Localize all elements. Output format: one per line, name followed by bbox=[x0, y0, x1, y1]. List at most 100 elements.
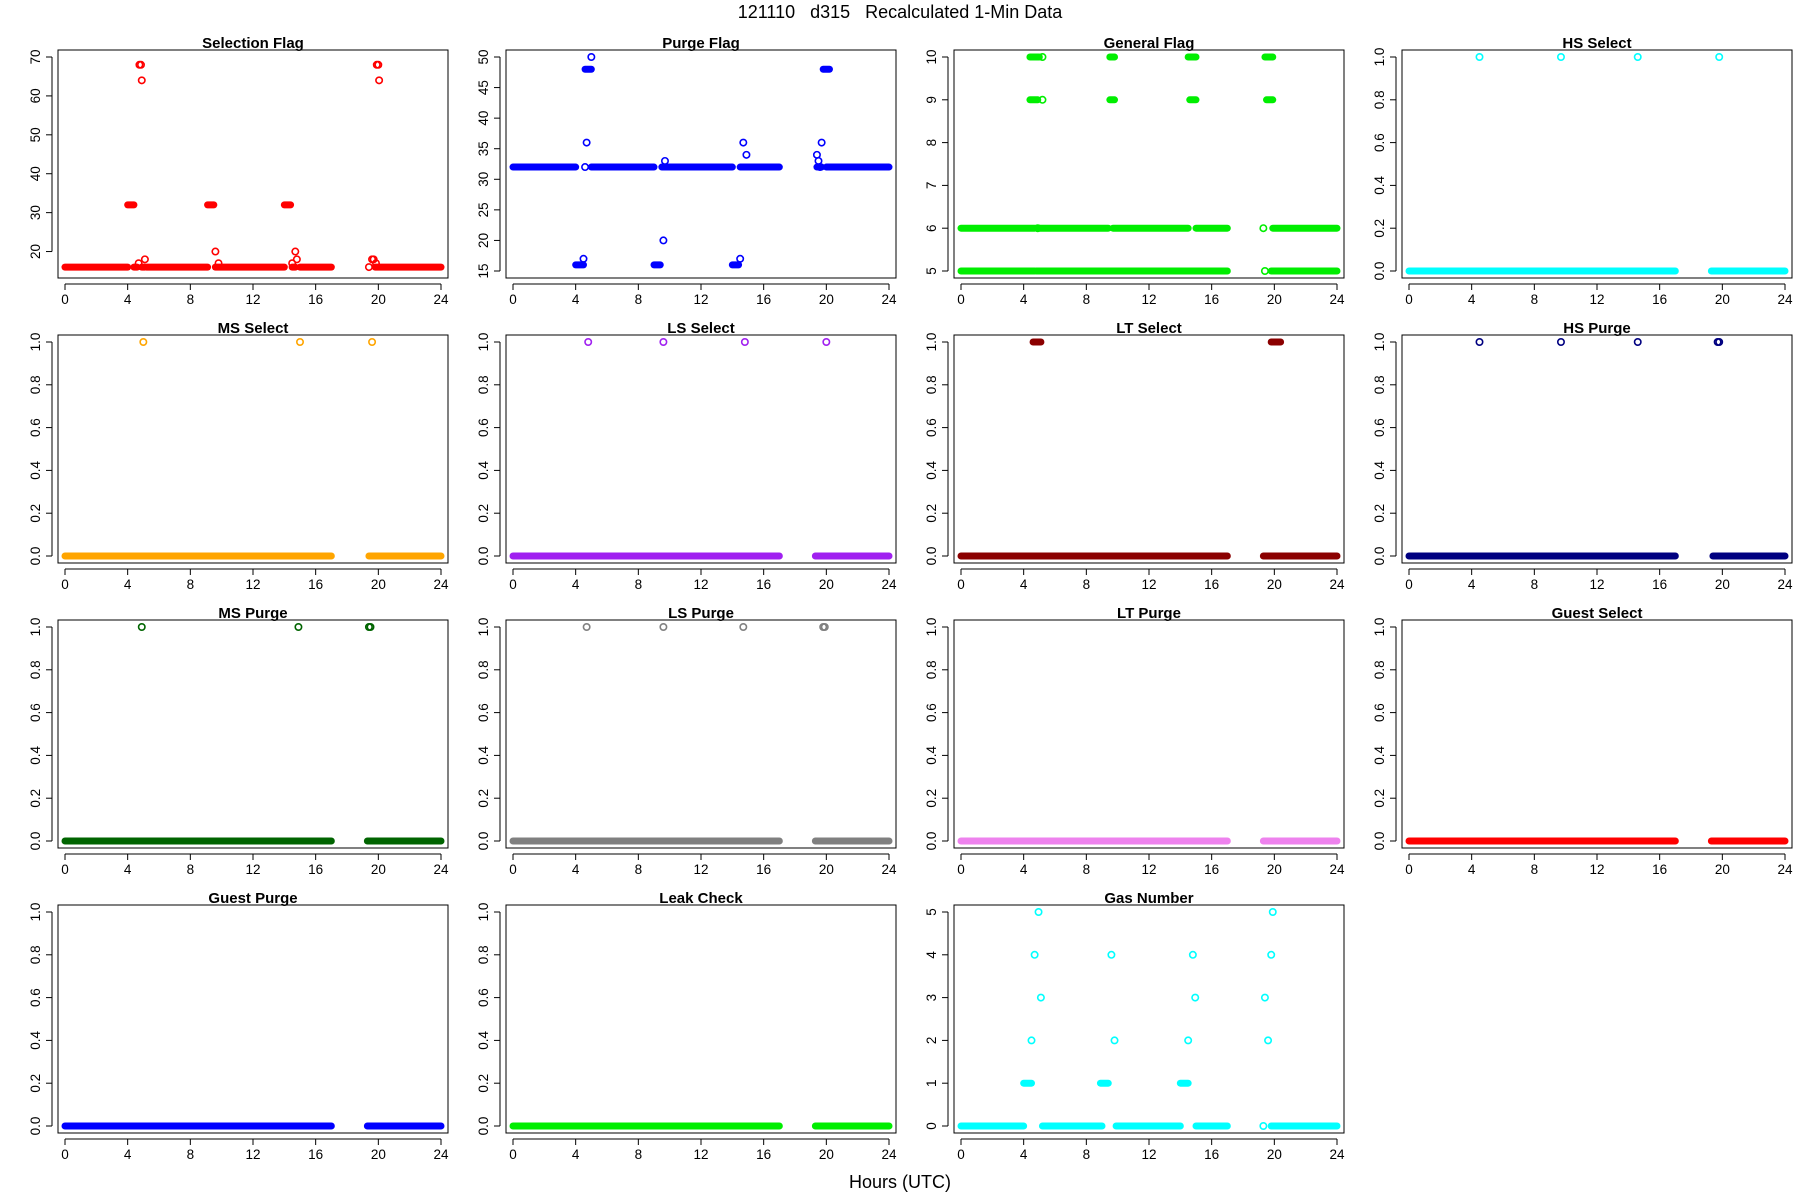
panel-12-title: Guest Purge bbox=[208, 890, 297, 907]
panel-2-y-tick-label-2: 7 bbox=[924, 182, 939, 190]
main-title: 121110 d315 Recalculated 1-Min Data bbox=[737, 2, 1063, 22]
panel-8-x-tick-label-4: 16 bbox=[308, 862, 323, 877]
panel-13-title: Leak Check bbox=[659, 890, 743, 907]
panel-1-x-tick-label-6: 24 bbox=[881, 292, 897, 307]
panel-7: HS Purge 0 4 8 12 16 20 24 0.0 0.2 0.4 0.6 0.8 1.0 bbox=[1372, 320, 1793, 592]
panel-11-x-tick-label-2: 8 bbox=[1531, 862, 1539, 877]
panel-2-point-1 bbox=[1038, 52, 1047, 61]
panel-1-y-tick-label-1: 20 bbox=[476, 233, 491, 248]
panel-0-x-tick-label-5: 20 bbox=[371, 292, 386, 307]
panel-9-point-0 bbox=[582, 622, 591, 631]
panel-10-x-tick-label-2: 8 bbox=[1083, 862, 1091, 877]
panel-0-point-8 bbox=[291, 247, 300, 256]
panel-2-y-tick-label-5: 10 bbox=[924, 49, 939, 64]
panel-7-frame bbox=[1401, 334, 1793, 564]
panel-10-x-tick-label-6: 24 bbox=[1329, 862, 1345, 877]
panel-1-x-tick-label-2: 8 bbox=[635, 292, 643, 307]
panel-5-y-tick-label-4: 0.8 bbox=[476, 375, 491, 394]
panel-1: Purge Flag 0 4 8 12 16 20 24 15 20 25 30 35 40 45 50 bbox=[476, 35, 897, 307]
panel-1-point-11 bbox=[816, 163, 825, 172]
panel-14-point-6 bbox=[1184, 1036, 1193, 1045]
panel-11-y-tick-label-5: 1.0 bbox=[1372, 618, 1387, 637]
panel-8-y-tick-label-1: 0.2 bbox=[28, 789, 43, 808]
panel-4-y-tick-label-3: 0.6 bbox=[28, 418, 43, 437]
panel-10-y-tick-label-0: 0.0 bbox=[924, 832, 939, 851]
panel-14-point-12 bbox=[1267, 950, 1276, 959]
panel-2-frame bbox=[953, 49, 1345, 279]
panel-6-x-tick-label-0: 0 bbox=[957, 577, 965, 592]
panel-7-point-0 bbox=[1475, 337, 1484, 346]
panel-11-y-tick-label-1: 0.2 bbox=[1372, 789, 1387, 808]
panel-4-x-tick-label-3: 12 bbox=[245, 577, 260, 592]
panel-11-x-tick-label-0: 0 bbox=[1405, 862, 1413, 877]
panel-6-x-tick-label-5: 20 bbox=[1267, 577, 1282, 592]
panel-0-x-tick-label-1: 4 bbox=[124, 292, 132, 307]
panel-8: MS Purge 0 4 8 12 16 20 24 0.0 0.2 0.4 0.6 0.8 1.0 bbox=[28, 605, 449, 877]
panel-11-y-tick-label-3: 0.6 bbox=[1372, 703, 1387, 722]
panel-8-x-tick-label-0: 0 bbox=[61, 862, 69, 877]
panel-13-y-tick-label-4: 0.8 bbox=[476, 945, 491, 964]
panel-0-point-2 bbox=[136, 60, 145, 69]
panel-14-point-4 bbox=[1107, 950, 1116, 959]
panel-7-y-tick-label-2: 0.4 bbox=[1372, 461, 1387, 480]
panel-10-y-tick-label-1: 0.2 bbox=[924, 789, 939, 808]
panel-2-y-tick-label-1: 6 bbox=[924, 224, 939, 232]
panel-13-x-tick-label-6: 24 bbox=[881, 1147, 897, 1162]
panel-11-y-tick-label-4: 0.8 bbox=[1372, 660, 1387, 679]
panel-2-x-tick-label-4: 16 bbox=[1204, 292, 1219, 307]
panel-14-point-5 bbox=[1110, 1036, 1119, 1045]
panel-1-point-4 bbox=[659, 236, 668, 245]
panel-3-x-tick-label-2: 8 bbox=[1531, 292, 1539, 307]
panel-3: HS Select 0 4 8 12 16 20 24 0.0 0.2 0.4 0.6 0.8 1.0 bbox=[1372, 35, 1793, 307]
panel-2: General Flag 0 4 8 12 16 20 24 5 6 7 8 9 10 bbox=[924, 35, 1345, 307]
panel-3-y-tick-label-5: 1.0 bbox=[1372, 48, 1387, 67]
panel-4-x-tick-label-6: 24 bbox=[433, 577, 449, 592]
panel-14-point-3 bbox=[1036, 993, 1045, 1002]
panel-0-point-6 bbox=[214, 259, 223, 268]
panel-12: Guest Purge 0 4 8 12 16 20 24 0.0 0.2 0.4 0.6 0.8 1.0 bbox=[28, 890, 449, 1162]
panel-0-frame bbox=[57, 49, 449, 279]
panel-2-y-tick-label-3: 8 bbox=[924, 139, 939, 147]
panel-14-y-tick-label-2: 2 bbox=[924, 1037, 939, 1045]
panel-5-point-1 bbox=[659, 337, 668, 346]
panel-0-x-tick-label-2: 8 bbox=[187, 292, 195, 307]
panel-9-x-tick-label-6: 24 bbox=[881, 862, 897, 877]
panel-12-x-tick-label-2: 8 bbox=[187, 1147, 195, 1162]
panel-2-y-tick-label-4: 9 bbox=[924, 96, 939, 104]
panel-7-x-tick-label-3: 12 bbox=[1589, 577, 1604, 592]
panel-11: Guest Select 0 4 8 12 16 20 24 0.0 0.2 0.4 0.6 0.8 1.… bbox=[1372, 605, 1793, 877]
panel-8-point-1 bbox=[294, 622, 303, 631]
panel-10-x-tick-label-0: 0 bbox=[957, 862, 965, 877]
panel-7-x-tick-label-4: 16 bbox=[1652, 577, 1667, 592]
panel-10-y-tick-label-3: 0.6 bbox=[924, 703, 939, 722]
panel-4-x-tick-label-4: 16 bbox=[308, 577, 323, 592]
panel-13-y-tick-label-1: 0.2 bbox=[476, 1074, 491, 1093]
panel-4-y-tick-label-1: 0.2 bbox=[28, 504, 43, 523]
panel-6-y-tick-label-5: 1.0 bbox=[924, 333, 939, 352]
panel-4-x-tick-label-1: 4 bbox=[124, 577, 132, 592]
panel-14-point-7 bbox=[1188, 950, 1197, 959]
panel-0-y-tick-label-3: 50 bbox=[28, 127, 43, 142]
panel-0-point-3 bbox=[137, 76, 146, 85]
panel-1-y-tick-label-3: 30 bbox=[476, 172, 491, 187]
panel-1-y-tick-label-0: 15 bbox=[476, 263, 491, 278]
panel-4-y-tick-label-4: 0.8 bbox=[28, 375, 43, 394]
panel-2-x-tick-label-0: 0 bbox=[957, 292, 965, 307]
panel-7-x-tick-label-5: 20 bbox=[1715, 577, 1730, 592]
panel-4-x-tick-label-0: 0 bbox=[61, 577, 69, 592]
panel-14-x-tick-label-6: 24 bbox=[1329, 1147, 1345, 1162]
panel-12-y-tick-label-1: 0.2 bbox=[28, 1074, 43, 1093]
panel-6-x-tick-label-6: 24 bbox=[1329, 577, 1345, 592]
panel-0-y-tick-label-2: 40 bbox=[28, 166, 43, 181]
panel-1-y-tick-label-5: 40 bbox=[476, 111, 491, 126]
panel-3-y-tick-label-3: 0.6 bbox=[1372, 133, 1387, 152]
panel-1-point-6 bbox=[736, 254, 745, 263]
panel-0-point-15 bbox=[374, 60, 383, 69]
panel-6-y-tick-label-2: 0.4 bbox=[924, 461, 939, 480]
panel-1-x-tick-label-3: 12 bbox=[693, 292, 708, 307]
panel-8-y-tick-label-4: 0.8 bbox=[28, 660, 43, 679]
panel-12-y-tick-label-5: 1.0 bbox=[28, 903, 43, 922]
panel-14-point-10 bbox=[1260, 993, 1269, 1002]
panel-8-frame bbox=[57, 619, 449, 849]
panel-6-y-tick-label-3: 0.6 bbox=[924, 418, 939, 437]
